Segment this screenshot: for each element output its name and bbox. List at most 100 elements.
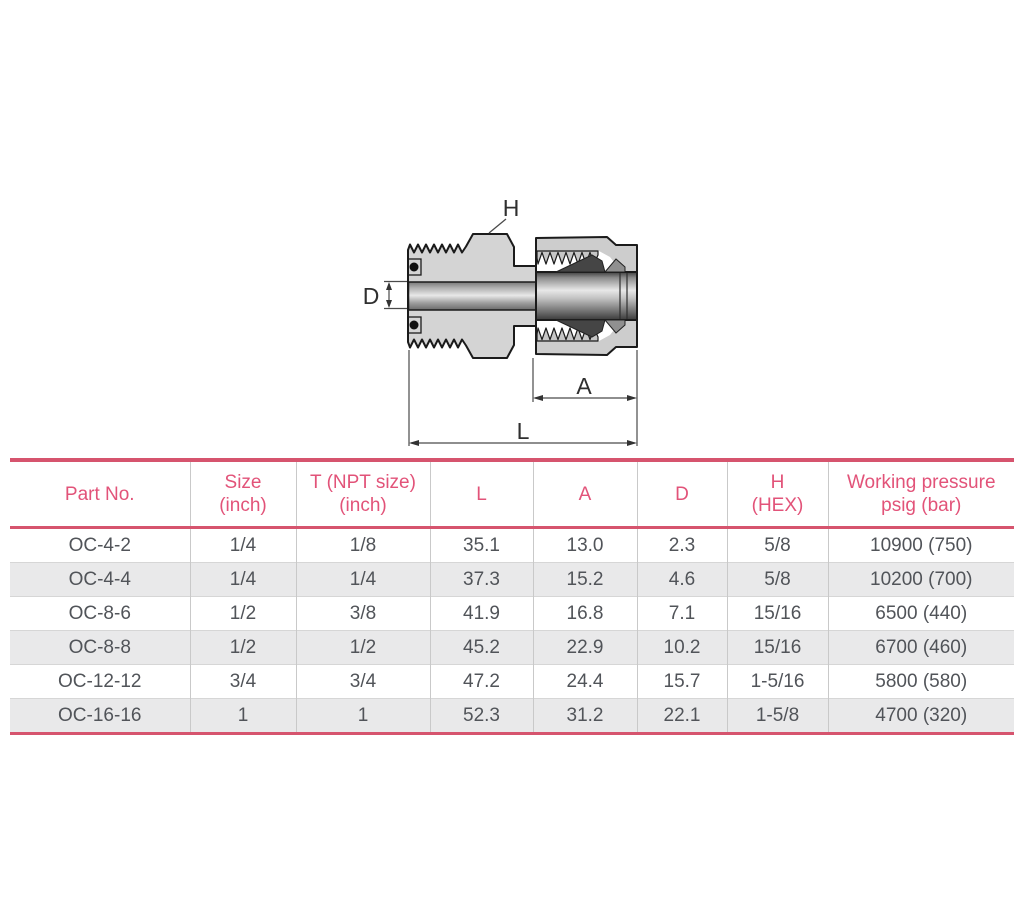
header-line: psig (bar) [881,495,962,516]
dimension-H [488,218,507,234]
column-header-size: Size (inch) [189,460,296,529]
spec-table-header: Part No. Size (inch) T (NPT size) (inch)… [10,460,1014,529]
oring-icon [409,262,419,272]
header-line: (inch) [339,495,387,516]
header-line: Part No. [64,483,135,505]
arrow-left-icon [533,395,543,401]
arrow-up-icon [386,282,392,290]
table-cell: OC-8-6 [10,596,190,631]
oring-notch [407,258,422,276]
table-cell: 15/16 [726,630,828,665]
table-cell: OC-4-2 [68,534,131,556]
table-row: OC-16-16 1 1 52.3 31.2 22.1 1-5/8 4700 (320) [10,698,1014,734]
table-cell: 5/8 [726,562,828,597]
table-cell: 47.2 [429,664,533,699]
table-cell: 41.9 [429,596,533,631]
table-cell: 22.9 [532,630,637,665]
arrow-right-icon [627,440,637,446]
oring-notch [407,316,422,334]
table-cell: 15/16 [726,596,828,631]
fitting-technical-drawing: H D A L [363,195,638,446]
table-cell: 5/8 [726,527,828,563]
dimension-D [384,280,407,310]
header-line: Working pressure [846,472,996,493]
tube [535,271,638,321]
oring-icon [409,320,419,330]
table-cell: 4.6 [636,562,727,597]
table-cell: 24.4 [532,664,637,699]
column-header-working-pressure: Working pressure psig (bar) [827,460,1014,529]
header-line: Size [224,472,262,493]
table-cell: OC-4-4 [10,562,190,597]
table-cell: 2.3 [636,527,727,563]
bore [407,281,539,311]
table-cell: 1/2 [189,630,296,665]
table-cell: 16.8 [532,596,637,631]
header-line: (inch) [219,495,267,516]
table-cell: 15.2 [532,562,637,597]
table-cell: 10200 (700) [827,562,1014,597]
table-cell: 10900 (750) [827,527,1014,563]
header-line: T (NPT size) [310,472,416,493]
front-ferrule [555,319,606,338]
front-ferrule [555,254,606,273]
table-cell: 3/4 [189,664,296,699]
table-cell: 1/2 [295,630,430,665]
table-cell: 6700 (460) [827,630,1014,665]
table-cell: 7.1 [636,596,727,631]
table-cell: 1/8 [295,527,430,563]
column-header-part-no: Part No. [10,460,190,529]
arrow-right-icon [627,395,637,401]
table-cell: 31.2 [532,698,637,734]
table-cell: 1-5/16 [726,664,828,699]
table-cell: 10.2 [636,630,727,665]
table-cell: OC-12-12 [10,664,190,699]
table-cell: 1 [189,698,296,734]
dimension-L [408,350,635,446]
table-row: OC-8-6 1/2 3/8 41.9 16.8 7.1 15/16 6500 (440) [10,596,1014,631]
compression-nut [535,236,638,356]
arrow-left-icon [409,440,419,446]
table-cell: 1/2 [189,596,296,631]
table-row: OC-8-8 1/2 1/2 45.2 22.9 10.2 15/16 6700 (460) [10,630,1014,665]
header-line: H [770,472,785,493]
table-cell: 1/4 [189,562,296,597]
table-cell: 13.0 [532,527,637,563]
spec-table: Part No. Size (inch) T (NPT size) (inch)… [10,458,1014,735]
arrow-down-icon [386,300,392,308]
table-cell: 45.2 [429,630,533,665]
spec-table-body: OC-4-2 1/4 1/8 35.1 13.0 2.3 5/8 10900 (750) OC-… [10,527,1014,734]
back-ferrule [603,258,626,273]
table-cell: 1 [295,698,430,734]
table-cell: 35.1 [429,527,533,563]
table-cell: 5800 (580) [827,664,1014,699]
table-cell: 4700 (320) [827,698,1014,734]
table-cell: OC-16-16 [10,698,190,734]
column-header-D: D [636,460,727,529]
table-cell: 1/4 [189,527,296,563]
back-ferrule [603,319,626,334]
header-line: (HEX) [751,495,804,516]
dim-label-A: A [576,373,592,399]
dim-label-L: L [517,418,530,444]
table-cell: 1-5/8 [726,698,828,734]
column-header-A: A [532,460,637,529]
table-cell: 6500 (440) [827,596,1014,631]
table-row: OC-4-2 1/4 1/8 35.1 13.0 2.3 5/8 10900 (750) [10,527,1014,563]
header-line: D [675,483,689,505]
table-cell: 22.1 [636,698,727,734]
dim-label-D: D [363,283,380,309]
table-cell: OC-8-8 [10,630,190,665]
table-cell: 15.7 [636,664,727,699]
column-header-hex: H (HEX) [726,460,828,529]
column-header-npt-size: T (NPT size) (inch) [295,460,430,529]
table-row: OC-4-4 1/4 1/4 37.3 15.2 4.6 5/8 10200 (700) [10,562,1014,597]
table-cell: 37.3 [429,562,533,597]
table-row: OC-12-12 3/4 3/4 47.2 24.4 15.7 1-5/16 5800 (58… [10,664,1014,699]
table-cell: 3/4 [295,664,430,699]
column-header-L: L [429,460,533,529]
dim-label-H: H [503,195,520,221]
table-cell: 52.3 [429,698,533,734]
header-line: L [476,483,487,505]
